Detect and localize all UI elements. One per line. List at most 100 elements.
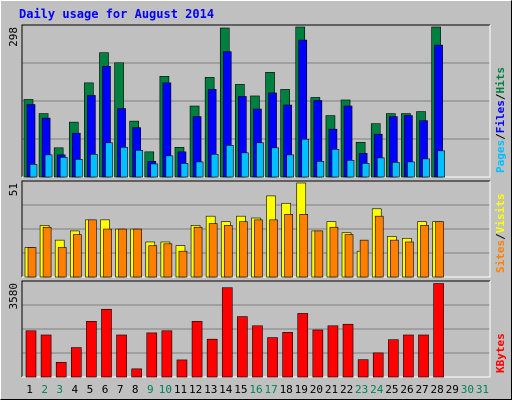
pages-bar xyxy=(59,157,68,178)
sites-bar xyxy=(178,250,188,278)
pages-bar xyxy=(135,150,143,178)
kbytes-bar xyxy=(191,321,203,378)
pages-bar xyxy=(392,162,400,178)
kbytes-bar xyxy=(206,338,218,378)
x-tick-label: 15 xyxy=(234,383,247,396)
x-tick-label: 2 xyxy=(41,383,48,396)
kbytes-bar xyxy=(418,334,429,378)
kbytes-bar xyxy=(357,359,369,378)
legend-sites-visits: Sites/Visits xyxy=(494,194,507,274)
sites-bar xyxy=(374,215,384,278)
pages-bar xyxy=(271,147,279,178)
x-tick-label: 8 xyxy=(132,383,139,396)
legend-sep-2: / xyxy=(494,93,507,100)
pages-bar xyxy=(165,155,174,178)
x-tick-label: 27 xyxy=(415,383,428,396)
sites-bar xyxy=(148,245,158,278)
sites-bar xyxy=(193,226,203,278)
pages-bar xyxy=(150,163,159,178)
sites-bar xyxy=(163,243,173,278)
pages-bar xyxy=(316,161,325,178)
panel3-frame-dark xyxy=(21,280,490,377)
sites-bar xyxy=(57,247,67,278)
x-tick-label: 6 xyxy=(102,383,109,396)
kbytes-bar xyxy=(40,334,52,378)
kbytes-bar xyxy=(86,321,97,378)
x-tick-label: 11 xyxy=(174,383,187,396)
x-tick-label: 30 xyxy=(461,383,474,396)
panel1-ymax-label: 298 xyxy=(7,27,20,47)
visits-sites-panel xyxy=(21,180,491,278)
pages-bar xyxy=(90,154,98,178)
x-tick-label: 12 xyxy=(189,383,202,396)
x-tick-label: 1 xyxy=(26,383,33,396)
x-tick-label: 9 xyxy=(147,383,154,396)
x-tick-label: 10 xyxy=(159,383,172,396)
pages-bar xyxy=(195,161,204,178)
pages-bar xyxy=(105,142,113,178)
kbytes-bar xyxy=(131,368,142,378)
legend-pages: Pages xyxy=(494,140,507,173)
legend-files: Files xyxy=(494,100,507,133)
sites-bar xyxy=(239,221,248,278)
x-tick-label: 25 xyxy=(385,383,398,396)
x-tick-label: 5 xyxy=(87,383,94,396)
x-tick-label: 26 xyxy=(400,383,413,396)
kbytes-bar xyxy=(388,339,399,378)
kbytes-bar xyxy=(282,332,293,378)
sites-bar xyxy=(359,239,369,278)
x-tick-label: 4 xyxy=(72,383,79,396)
legend-visits: Visits xyxy=(494,194,507,234)
kbytes-bar xyxy=(176,359,188,378)
sites-bar xyxy=(329,226,339,278)
legend-sep-1: / xyxy=(494,133,507,140)
pages-bar xyxy=(361,163,370,178)
pages-bar xyxy=(422,158,430,178)
sites-bar xyxy=(254,219,263,278)
sites-bar xyxy=(27,247,37,278)
kbytes-bar xyxy=(252,325,263,378)
panel1-frame-dark xyxy=(21,24,490,177)
sites-bar xyxy=(118,228,127,278)
sites-bar xyxy=(284,214,293,278)
kbytes-bar xyxy=(312,329,324,378)
kbytes-bar xyxy=(101,308,112,378)
sites-bar xyxy=(42,226,52,278)
pages-bar xyxy=(331,149,340,178)
pages-bar xyxy=(44,154,53,178)
x-tick-label: 18 xyxy=(280,383,293,396)
pages-bar xyxy=(256,142,264,178)
x-tick-label: 24 xyxy=(370,383,384,396)
kbytes-bar xyxy=(25,330,37,378)
pages-bar xyxy=(376,157,385,178)
sites-bar xyxy=(420,225,429,278)
sites-bar xyxy=(88,219,97,278)
kbytes-panel xyxy=(21,280,491,378)
x-tick-label: 29 xyxy=(446,383,459,396)
kbytes-bar xyxy=(403,334,414,378)
x-tick-label: 13 xyxy=(204,383,217,396)
x-tick-label: 21 xyxy=(325,383,338,396)
pages-bar xyxy=(437,150,445,178)
sites-bar xyxy=(103,228,112,278)
pages-bar xyxy=(74,159,83,178)
legend-hits: Hits xyxy=(494,67,507,94)
pages-bar xyxy=(120,147,128,178)
kbytes-bar xyxy=(221,287,233,378)
legend-kbytes: KBytes xyxy=(494,333,507,373)
x-tick-label: 17 xyxy=(264,383,277,396)
pages-bar xyxy=(346,160,355,178)
sites-bar xyxy=(269,219,278,278)
sites-bar xyxy=(72,234,82,278)
x-axis-day-labels: 1 2 3 4 5 6 7 8 9 10 11 12 13 14 15 16 17 18 19 20 21 22 23 24 2… xyxy=(26,383,489,396)
pages-bar xyxy=(29,164,38,178)
pages-bar xyxy=(210,154,219,178)
kbytes-bar xyxy=(267,337,278,378)
pages-bar xyxy=(180,163,189,178)
sites-bar xyxy=(314,230,324,278)
pages-bar xyxy=(301,138,310,178)
kbytes-bar xyxy=(161,330,173,378)
pages-bar xyxy=(241,152,249,178)
